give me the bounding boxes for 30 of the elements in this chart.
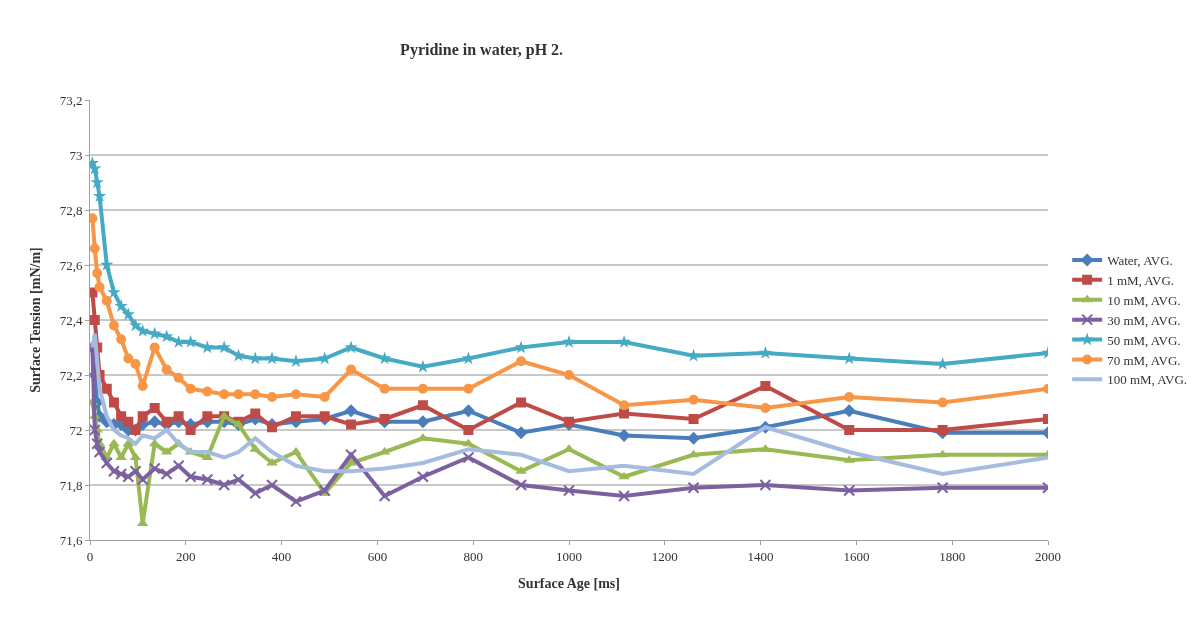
x-tick-label: 400 bbox=[271, 548, 292, 564]
x-tick-label: 1800 bbox=[939, 548, 966, 564]
x-tick-label: 1600 bbox=[843, 548, 870, 564]
y-tick-label: 72,6 bbox=[59, 257, 83, 273]
y-axis-title: Surface Tension [mN/m] bbox=[28, 247, 44, 393]
legend-label: 50 mM, AVG. bbox=[1107, 332, 1181, 348]
legend-label: Water, AVG. bbox=[1107, 253, 1173, 269]
x-tick-label: 0 bbox=[86, 548, 94, 564]
chart-title: Pyridine in water, pH 2. bbox=[400, 41, 564, 60]
legend-label: 10 mM, AVG. bbox=[1107, 292, 1181, 308]
y-tick-label: 73,2 bbox=[59, 92, 83, 108]
y-tick-label: 73 bbox=[69, 147, 83, 163]
legend-label: 1 mM, AVG. bbox=[1107, 272, 1175, 288]
x-tick-label: 200 bbox=[176, 548, 196, 564]
x-tick-label: 600 bbox=[367, 548, 388, 564]
x-tick-label: 1000 bbox=[556, 548, 582, 564]
x-tick-label: 800 bbox=[463, 548, 483, 564]
legend-label: 70 mM, AVG. bbox=[1107, 352, 1181, 368]
legend-label: 30 mM, AVG. bbox=[1107, 312, 1181, 328]
y-tick-label: 72 bbox=[69, 422, 83, 438]
y-tick-label: 72,4 bbox=[59, 312, 83, 328]
x-tick-label: 2000 bbox=[1035, 548, 1061, 564]
x-tick-label: 1400 bbox=[747, 548, 774, 564]
y-tick-label: 71,6 bbox=[59, 532, 83, 548]
x-axis-title: Surface Age [ms] bbox=[518, 575, 620, 591]
y-tick-label: 72,8 bbox=[59, 202, 83, 218]
legend-label: 100 mM, AVG. bbox=[1107, 372, 1188, 388]
x-tick-label: 1200 bbox=[651, 548, 678, 564]
y-tick-label: 71,8 bbox=[59, 477, 83, 493]
y-tick-label: 72,2 bbox=[59, 367, 83, 383]
